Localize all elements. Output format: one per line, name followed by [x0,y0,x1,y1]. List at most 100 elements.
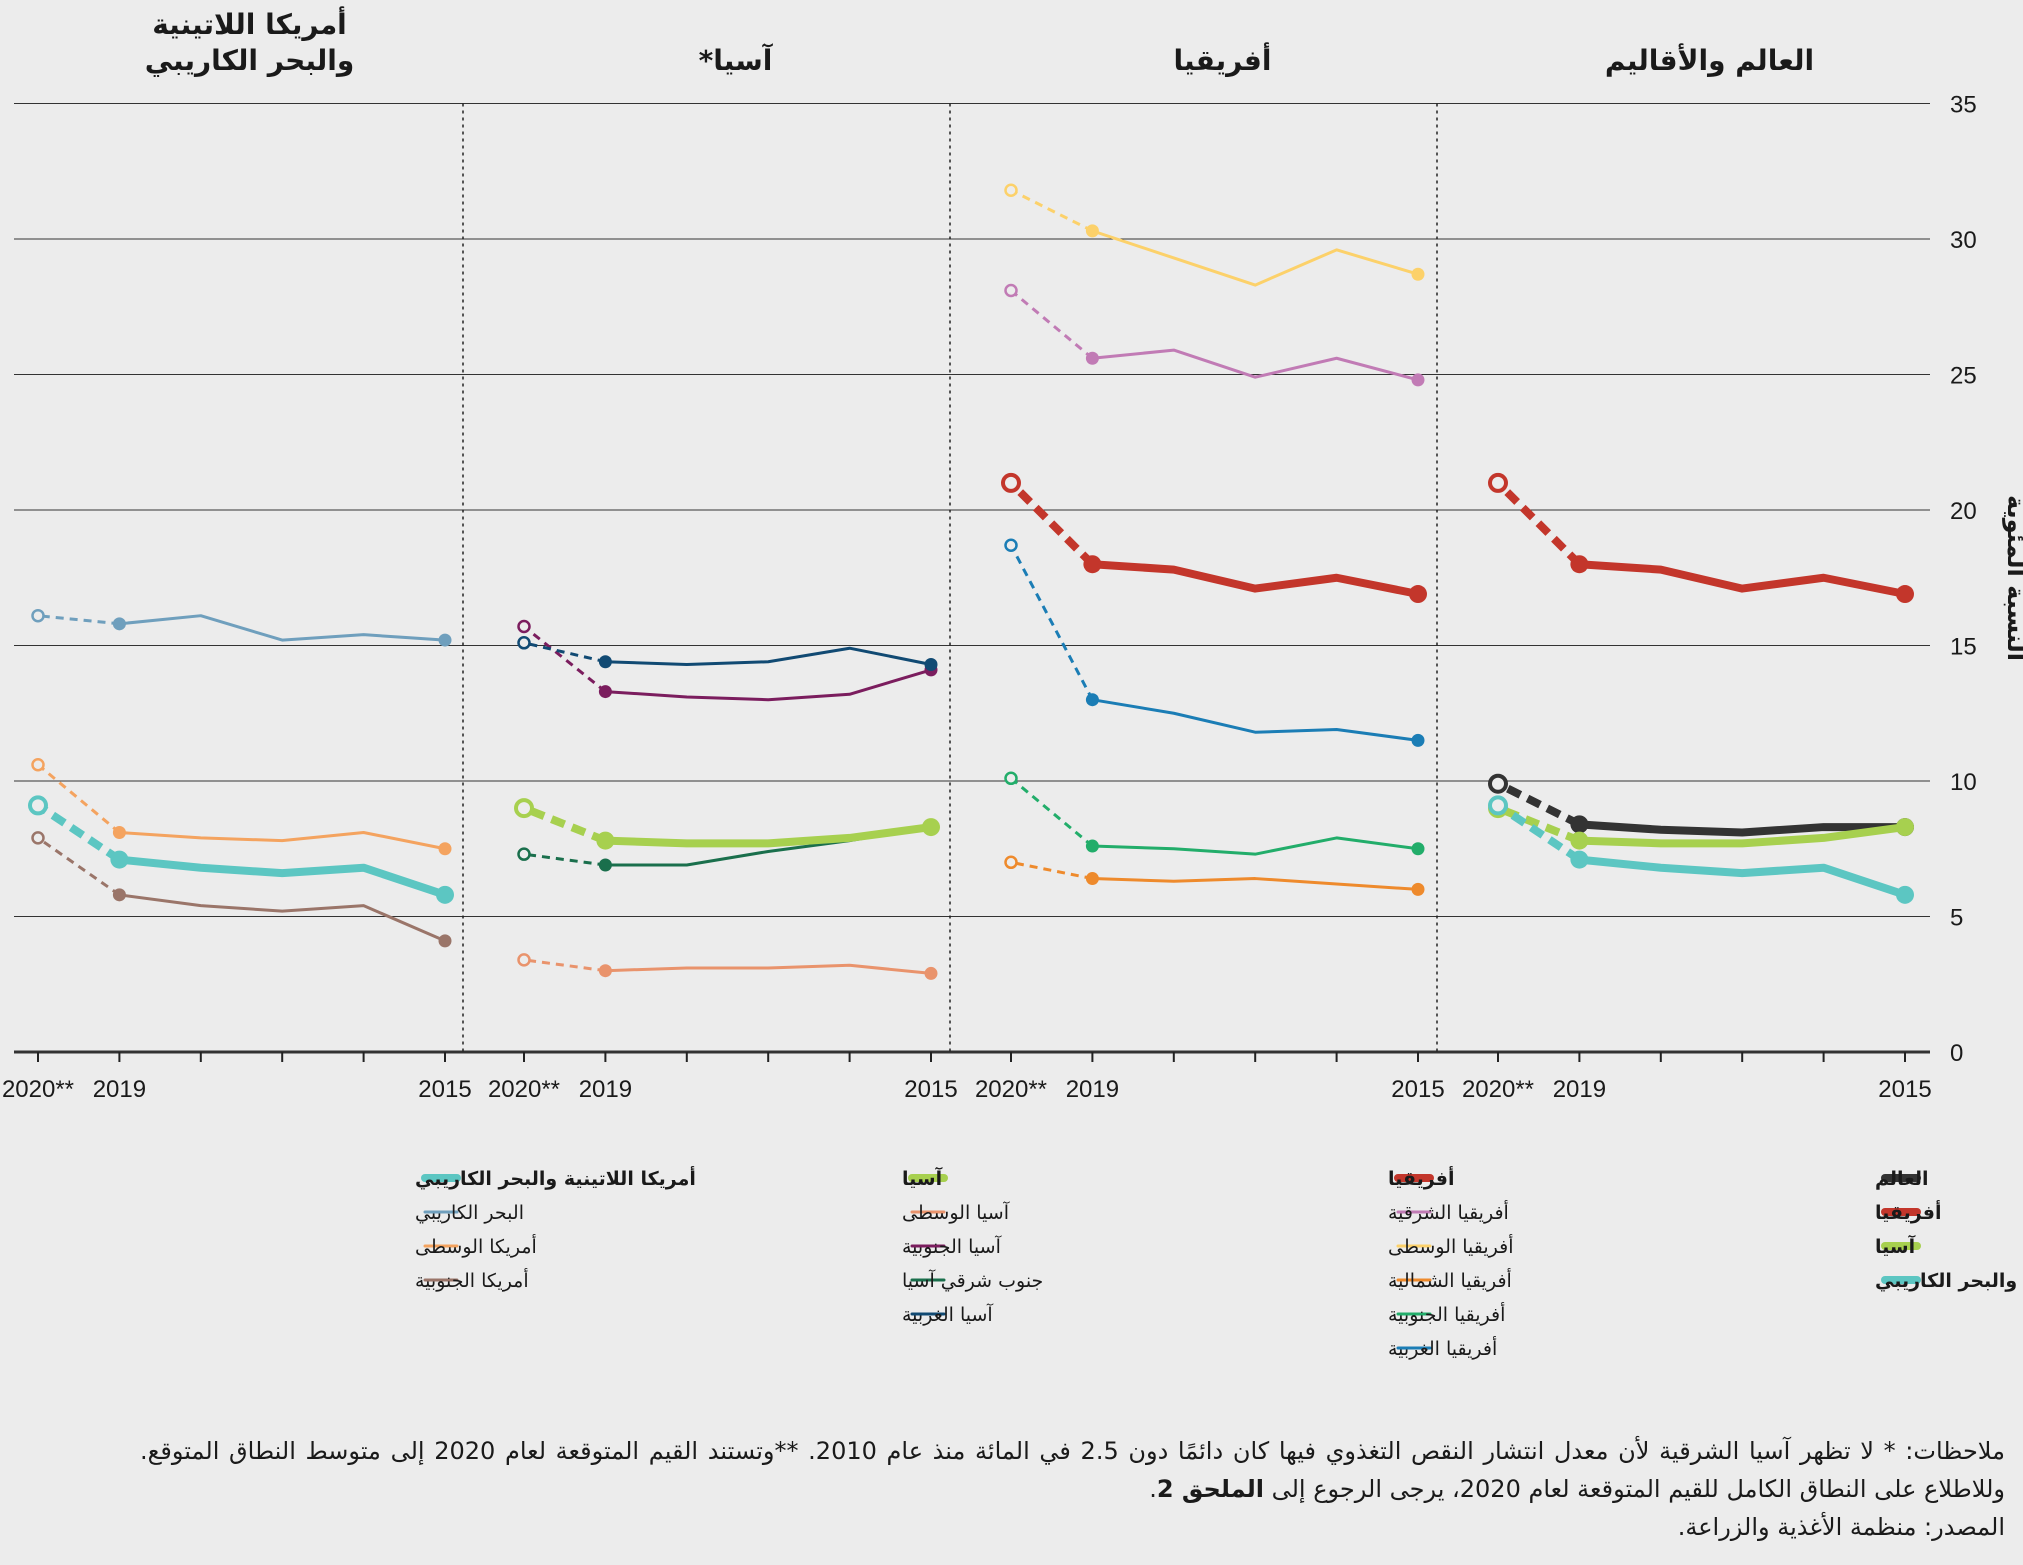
legend-label: أمريكا اللاتينية والبحر الكاريبي [415,1166,696,1190]
x-tick-label: 2020** [488,1076,560,1103]
series-line [603,963,933,975]
x-tick-label: 2020** [2,1076,74,1103]
legend-label: أفريقيا الوسطى [1388,1234,1514,1258]
legend-label: آسيا [1875,1234,1916,1258]
projection-line [523,852,606,867]
projected-point [1488,773,1508,794]
series-line [117,893,447,943]
series [1004,771,1425,856]
chart: 0 5 10 15 20 25 30 35 النسبة المئوية العالم وال… [2,6,2023,1360]
gridlines [14,103,1930,1054]
data-point [1085,351,1099,365]
data-point [1570,555,1589,574]
notes-text: ملاحظات: * لا تظهر آسيا الشرقية لأن معدل… [140,1432,2005,1508]
series-lines [28,183,1914,980]
series [1004,855,1425,896]
data-point [1570,815,1589,834]
data-point [598,655,612,669]
projection-line [1008,480,1096,568]
data-point [1896,818,1914,837]
series [31,831,452,948]
series-line [1090,836,1420,856]
data-point [110,850,129,869]
series-line [115,855,449,899]
legend-label: أمريكا الجنوبية [415,1268,529,1292]
projected-point [1004,183,1018,197]
projected-point [31,608,45,623]
series [1488,472,1914,604]
series-line [1090,877,1420,891]
data-point [438,934,452,948]
legend-label: أفريقيا الغربية [1388,1336,1497,1360]
x-tick-label: 2015 [1878,1076,1931,1103]
projected-point [517,636,531,650]
legend-label: آسيا الوسطى [902,1200,1010,1224]
notes-text-prefix: ملاحظات: * لا تظهر آسيا الشرقية لأن معدل… [140,1437,2005,1503]
series [31,757,452,856]
series [517,953,938,980]
annex-reference: الملحق 2 [1156,1475,1264,1503]
projected-point [1001,472,1021,493]
projected-point [517,619,531,634]
data-point [598,858,612,872]
x-tick-label: 2020** [975,1076,1047,1103]
panel-title: آسيا* [699,43,774,77]
projection-line [37,836,121,897]
projection-line [1009,544,1094,701]
y-tick-label: 15 [1950,634,1977,661]
projection-line [1010,188,1094,233]
x-tick-label: 2019 [1066,1076,1119,1103]
data-point [1085,693,1099,707]
data-point [1570,831,1589,850]
y-axis-label: النسبة المئوية [2002,495,2023,661]
y-tick-label: 0 [1950,1040,1963,1067]
series-line [603,668,933,702]
series-line [117,830,447,851]
series [517,636,938,671]
notes-block: ملاحظات: * لا تظهر آسيا الشرقية لأن معدل… [140,1432,2005,1546]
series-line [1090,348,1420,382]
legend-label: أفريقيا [1388,1166,1454,1190]
data-point [438,633,452,647]
series [1488,795,1914,904]
projection-line [1495,802,1582,863]
projection-line [1496,804,1581,845]
series-line [1575,823,1909,848]
series [1001,472,1427,604]
y-tick-label: 30 [1950,227,1977,254]
legend-label: آسيا [902,1166,943,1190]
projected-point [1488,472,1508,493]
series-line [603,646,933,666]
data-point [924,657,938,671]
data-point [598,964,612,978]
projection-line [37,614,120,626]
data-point [436,885,454,904]
x-tick-label: 2019 [1553,1076,1606,1103]
series-line [1090,229,1420,287]
panel-title: العالم والأقاليم [1605,43,1814,77]
projected-point [517,847,531,861]
legend: العالم أفريقيا آسيا أمريكا اللاتينية والبحر… [415,1166,2023,1360]
series [1004,538,1425,747]
data-point [438,842,452,856]
x-tick-label: 2020** [1462,1076,1534,1103]
y-tick-label: 25 [1950,363,1977,390]
legend-label: العالم [1875,1168,1929,1190]
x-tick-label: 2015 [418,1076,471,1103]
data-point [1411,373,1425,387]
legend-label: أفريقيا الجنوبية [1388,1302,1505,1326]
series [28,795,454,904]
data-point [1896,885,1914,904]
x-tick-label: 2019 [93,1076,146,1103]
projected-point [1004,283,1018,298]
projection-line [523,958,606,973]
x-tick-label: 2015 [904,1076,957,1103]
projected-point [514,798,534,819]
panel-dividers [462,103,1438,1052]
series [1004,283,1425,387]
panel-titles: العالم والأقاليم أفريقيا آسيا* أمريكا اللات… [145,6,1814,77]
data-point [596,831,615,850]
data-point [112,617,126,631]
legend-label: آسيا الغربية [902,1302,993,1326]
data-point [1411,882,1425,896]
